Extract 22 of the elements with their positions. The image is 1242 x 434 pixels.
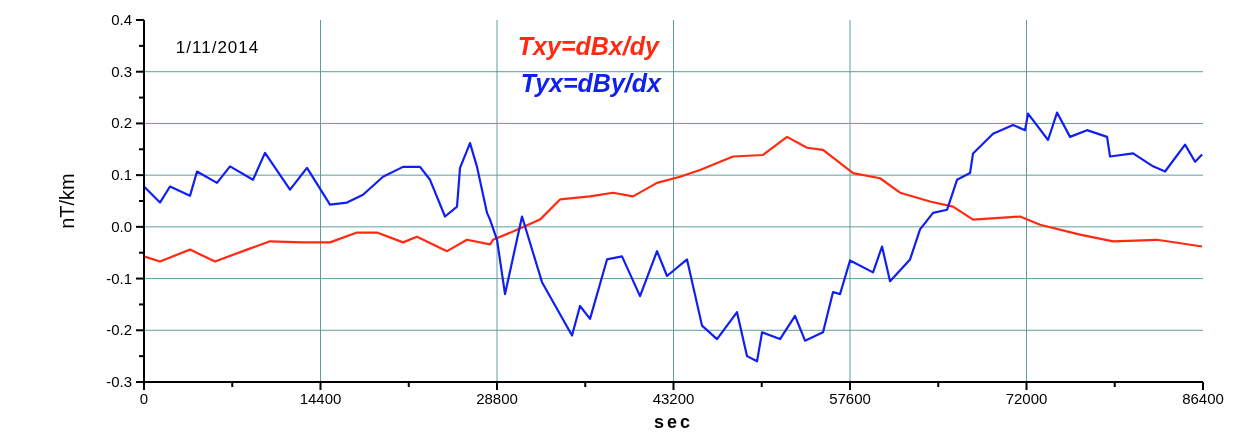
y-tick-label: 0.2 [111,114,132,132]
x-tick-label: 72000 [1005,390,1048,407]
text: Txy=dBx/dy [517,32,660,60]
x-tick-label: 43200 [652,390,695,407]
x-tick-label: 86400 [1182,390,1224,407]
x-tick-label: 0 [139,390,149,407]
y-tick-label: 0.3 [111,62,132,80]
y-tick-label: -0.3 [106,373,132,390]
y-axis-title: nT/km [56,173,78,229]
y-tick-label: -0.1 [106,269,132,287]
y-tick-label: 0.1 [111,166,132,184]
x-tick-label: 14400 [299,390,342,407]
x-axis-title: sec [653,412,694,432]
y-tick-label: 0.4 [111,11,132,28]
text: Tyx=dBy/dx [520,69,663,97]
line-series [142,111,1204,363]
line-series [142,135,1204,263]
x-tick-label: 57600 [829,390,871,407]
y-tick-label: -0.2 [106,321,132,339]
y-tick-label: 0.0 [111,217,132,235]
annotation: 1/11/2014 [175,38,260,57]
x-tick-label: 28800 [476,390,518,407]
